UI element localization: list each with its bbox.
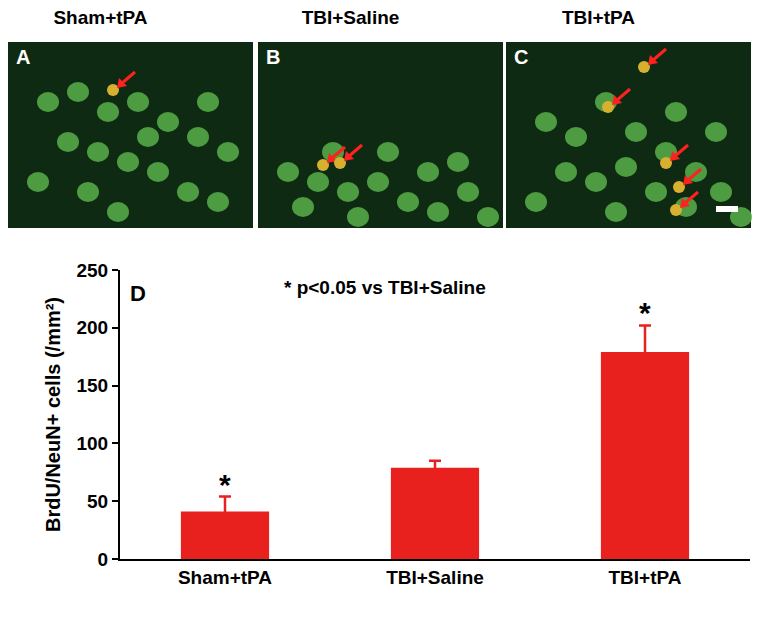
svg-text:50: 50 <box>87 491 108 512</box>
svg-text:B: B <box>266 46 280 68</box>
svg-text:D: D <box>130 281 146 306</box>
svg-text:100: 100 <box>76 433 108 454</box>
svg-text:TBI+tPA: TBI+tPA <box>562 7 635 28</box>
svg-text:A: A <box>16 46 30 68</box>
svg-text:Sham+tPA: Sham+tPA <box>178 567 272 588</box>
svg-text:Sham+tPA: Sham+tPA <box>53 7 147 28</box>
svg-text:*: * <box>219 468 231 501</box>
svg-text:200: 200 <box>76 317 108 338</box>
svg-text:250: 250 <box>76 260 108 281</box>
svg-text:* p<0.05 vs TBI+Saline: * p<0.05 vs TBI+Saline <box>284 277 486 298</box>
svg-text:BrdU/NeuN+ cells (/mm²): BrdU/NeuN+ cells (/mm²) <box>42 297 64 532</box>
svg-text:150: 150 <box>76 375 108 396</box>
svg-text:TBI+Saline: TBI+Saline <box>386 567 484 588</box>
svg-text:TBI+Saline: TBI+Saline <box>302 7 400 28</box>
svg-text:*: * <box>639 296 651 329</box>
svg-text:C: C <box>514 46 528 68</box>
svg-text:TBI+tPA: TBI+tPA <box>608 567 681 588</box>
svg-text:0: 0 <box>98 549 109 570</box>
